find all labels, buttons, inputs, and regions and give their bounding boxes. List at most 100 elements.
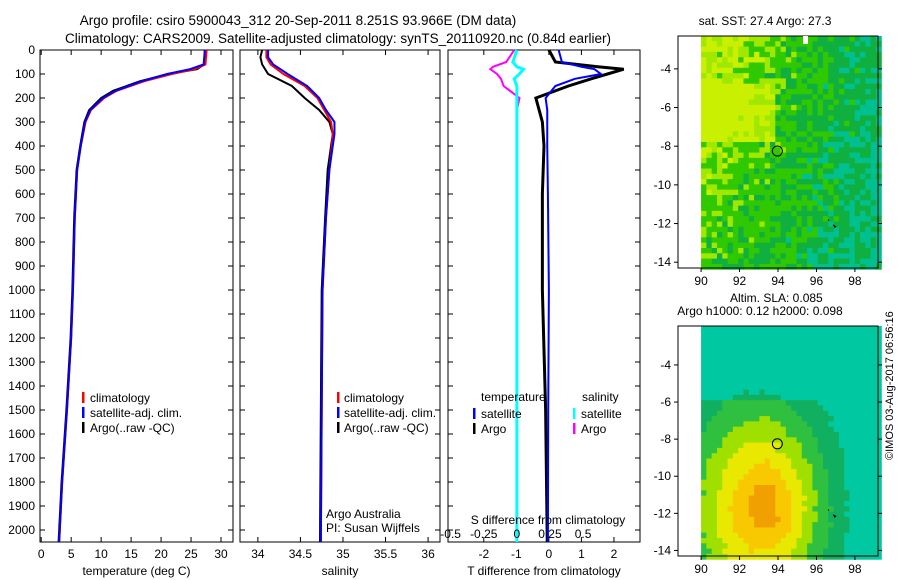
map-cell — [769, 41, 776, 48]
map-cell — [732, 453, 739, 459]
map-cell — [706, 394, 713, 401]
map-cell — [785, 242, 792, 249]
map-cell — [711, 453, 718, 459]
map-cell — [817, 258, 824, 265]
map-cell — [870, 99, 877, 106]
map-cell — [849, 511, 856, 518]
map-cell — [727, 432, 734, 438]
map-cell — [785, 210, 792, 217]
map-cell — [706, 437, 713, 444]
map-cell — [759, 89, 766, 95]
map-cell — [743, 237, 750, 244]
map-cell — [860, 426, 866, 433]
map-cell — [732, 258, 739, 265]
map-cell — [711, 184, 718, 191]
map-cell — [701, 527, 707, 534]
map-cell — [754, 57, 760, 63]
map-cell — [754, 495, 760, 502]
map-cell — [801, 83, 808, 90]
map-cell — [854, 152, 861, 159]
map-cell — [743, 394, 750, 401]
map-cell — [727, 469, 734, 475]
map-cell — [801, 432, 808, 438]
map-cell — [828, 216, 835, 222]
map-cell — [838, 389, 845, 396]
map-cell — [780, 485, 787, 491]
map-cell — [754, 73, 760, 79]
map-cell — [812, 242, 819, 249]
map-cell — [748, 341, 755, 348]
map-cell — [860, 78, 866, 85]
map-cell — [701, 216, 707, 222]
lat-tick-label: -10 — [654, 469, 672, 483]
map-cell — [764, 104, 771, 111]
map-cell — [817, 142, 824, 148]
map-cell — [844, 357, 850, 364]
legend-label: satellite-adj. clim. — [344, 406, 436, 420]
map-cell — [764, 179, 771, 185]
map-cell — [780, 410, 787, 417]
map-cell — [732, 336, 739, 343]
series-line-s-satellite — [511, 49, 526, 542]
map-cell — [775, 479, 782, 486]
map-cell — [711, 136, 718, 143]
map-cell — [780, 474, 787, 481]
map-cell — [870, 442, 877, 449]
map-cell — [748, 221, 755, 228]
map-cell — [775, 511, 782, 518]
map-cell — [796, 73, 803, 79]
map-cell — [812, 210, 819, 217]
map-cell — [822, 543, 829, 550]
map-cell — [849, 168, 856, 175]
map-cell — [785, 99, 792, 106]
map-cell — [849, 400, 856, 406]
map-cell — [854, 136, 861, 143]
map-cell — [754, 152, 760, 159]
map-cell — [854, 46, 861, 53]
map-cell — [748, 405, 755, 412]
map-cell — [849, 495, 856, 502]
map-cell — [769, 352, 776, 359]
map-cell — [822, 331, 829, 338]
map-cell — [775, 341, 782, 348]
map-cell — [796, 46, 803, 53]
map-cell — [828, 490, 835, 497]
x-tick-label: 1 — [578, 547, 585, 561]
map-cell — [716, 331, 723, 338]
map-cell — [817, 357, 824, 364]
map-cell — [844, 405, 850, 412]
map-cell — [854, 94, 861, 101]
map-cell — [759, 131, 766, 138]
map-cell — [727, 527, 734, 534]
map-cell — [828, 485, 835, 491]
legend-label: climatology — [90, 391, 150, 405]
map-cell — [828, 405, 835, 412]
map-cell — [844, 384, 850, 391]
x-tick-label: 35 — [336, 547, 350, 561]
map-cell — [701, 195, 707, 201]
lat-tick-label: -12 — [654, 506, 672, 520]
map-cell — [870, 152, 877, 159]
map-cell — [807, 511, 813, 518]
map-cell — [822, 485, 829, 491]
map-cell — [796, 195, 803, 201]
map-cell — [849, 432, 856, 438]
map-cell — [764, 200, 771, 207]
map-cell — [706, 157, 713, 164]
map-cell — [743, 511, 750, 518]
map-cell — [844, 78, 850, 85]
map-cell — [849, 357, 856, 364]
map-cell — [844, 421, 850, 428]
map-cell — [769, 453, 776, 459]
map-cell — [769, 46, 776, 53]
map-cell — [738, 94, 744, 101]
map-cell — [727, 157, 734, 164]
map-cell — [769, 221, 776, 228]
map-cell — [833, 506, 840, 512]
map-cell — [807, 73, 813, 79]
map-cell — [860, 474, 866, 481]
map-cell — [775, 94, 782, 101]
map-cell — [775, 237, 782, 244]
map-cell — [701, 543, 707, 550]
map-cell — [801, 195, 808, 201]
